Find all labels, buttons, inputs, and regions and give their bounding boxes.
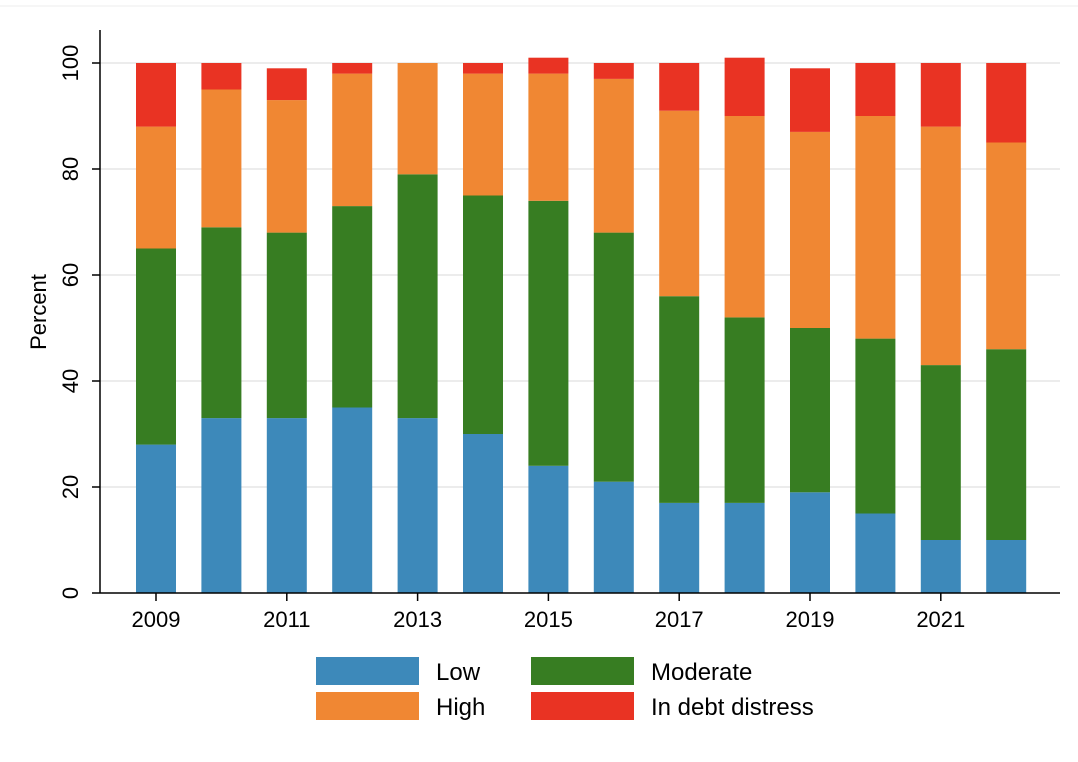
legend-swatch-moderate	[531, 657, 634, 685]
bar-segment-moderate	[136, 248, 176, 445]
legend-label: Low	[436, 659, 481, 686]
legend-label: In debt distress	[651, 694, 814, 721]
bar-segment-low	[332, 407, 373, 593]
bar-segment-low	[397, 418, 438, 593]
bar-segment-low	[528, 465, 569, 593]
bar-segment-high	[136, 126, 176, 249]
x-tick-label: 2021	[916, 607, 965, 632]
bar-segment-moderate	[920, 365, 961, 540]
legend: Low Moderate High In debt distress	[316, 657, 814, 721]
bar-segment-in-debt-distress	[463, 63, 503, 74]
bar-segment-high	[463, 73, 503, 196]
bar-segment-high	[528, 73, 569, 201]
bar-segment-in-debt-distress	[136, 63, 176, 127]
bar-segment-high	[986, 142, 1027, 350]
legend-swatch-high	[316, 692, 419, 720]
bar-segment-in-debt-distress	[920, 63, 961, 127]
bar-segment-moderate	[790, 328, 830, 493]
legend-swatch-in-debt-distress	[531, 692, 634, 720]
x-tick-label: 2019	[786, 607, 835, 632]
bar-segment-low	[266, 418, 307, 593]
y-axis-ticks: 0 20 40 60 80 100	[58, 45, 100, 599]
bar-segment-high	[332, 73, 373, 207]
bar-segment-low	[136, 444, 176, 593]
bar-segment-in-debt-distress	[528, 57, 569, 74]
bar-segment-in-debt-distress	[986, 63, 1027, 143]
bar-segment-low	[463, 434, 503, 593]
bar-segment-high	[920, 126, 961, 366]
bar-segment-moderate	[397, 174, 438, 419]
bar-segment-low	[986, 540, 1027, 593]
bar-segment-high	[855, 116, 896, 339]
bar-segment-moderate	[659, 296, 700, 503]
bar-segment-in-debt-distress	[790, 68, 830, 132]
legend-label: High	[436, 694, 485, 721]
bar-segment-high	[659, 110, 700, 297]
y-tick-label: 100	[58, 45, 83, 82]
bar-segment-high	[593, 78, 634, 233]
bar-segment-in-debt-distress	[201, 63, 242, 90]
bar-segment-high	[397, 63, 438, 175]
bar-segment-high	[266, 100, 307, 233]
x-tick-label: 2017	[655, 607, 704, 632]
bar-segment-moderate	[724, 317, 765, 503]
bar-segment-low	[724, 502, 765, 593]
y-tick-label: 0	[58, 587, 83, 599]
x-tick-label: 2009	[132, 607, 181, 632]
bar-segment-moderate	[201, 227, 242, 419]
y-tick-label: 60	[58, 263, 83, 287]
axes	[99, 30, 1060, 594]
x-axis-ticks: 2009 2011 2013 2015 2017 2019 2021	[132, 593, 965, 632]
bar-segment-low	[855, 513, 896, 593]
x-tick-label: 2013	[393, 607, 442, 632]
bar-segment-moderate	[528, 200, 569, 466]
legend-label: Moderate	[651, 659, 752, 686]
gridlines	[100, 62, 1060, 488]
bar-segment-moderate	[593, 232, 634, 482]
bars	[136, 57, 1027, 593]
bar-segment-low	[593, 481, 634, 593]
bar-segment-high	[201, 89, 242, 228]
bar-segment-low	[659, 502, 700, 593]
bar-segment-in-debt-distress	[724, 57, 765, 116]
bar-segment-in-debt-distress	[332, 63, 373, 74]
x-tick-label: 2015	[524, 607, 573, 632]
y-tick-label: 80	[58, 157, 83, 181]
legend-swatch-low	[316, 657, 419, 685]
y-axis-title: Percent	[26, 274, 51, 350]
bar-segment-in-debt-distress	[659, 63, 700, 111]
bar-segment-low	[790, 492, 830, 593]
bar-segment-moderate	[855, 338, 896, 514]
bar-segment-low	[920, 540, 961, 593]
bar-segment-moderate	[266, 232, 307, 419]
bar-segment-high	[790, 131, 830, 328]
y-tick-label: 20	[58, 475, 83, 499]
x-tick-label: 2011	[263, 607, 310, 632]
bar-segment-low	[201, 418, 242, 593]
y-tick-label: 40	[58, 369, 83, 393]
bar-segment-moderate	[463, 195, 503, 434]
bar-segment-in-debt-distress	[266, 68, 307, 101]
bar-segment-in-debt-distress	[855, 63, 896, 116]
bar-segment-moderate	[986, 349, 1027, 540]
bar-segment-high	[724, 116, 765, 318]
bar-segment-in-debt-distress	[593, 63, 634, 79]
bar-segment-moderate	[332, 206, 373, 408]
